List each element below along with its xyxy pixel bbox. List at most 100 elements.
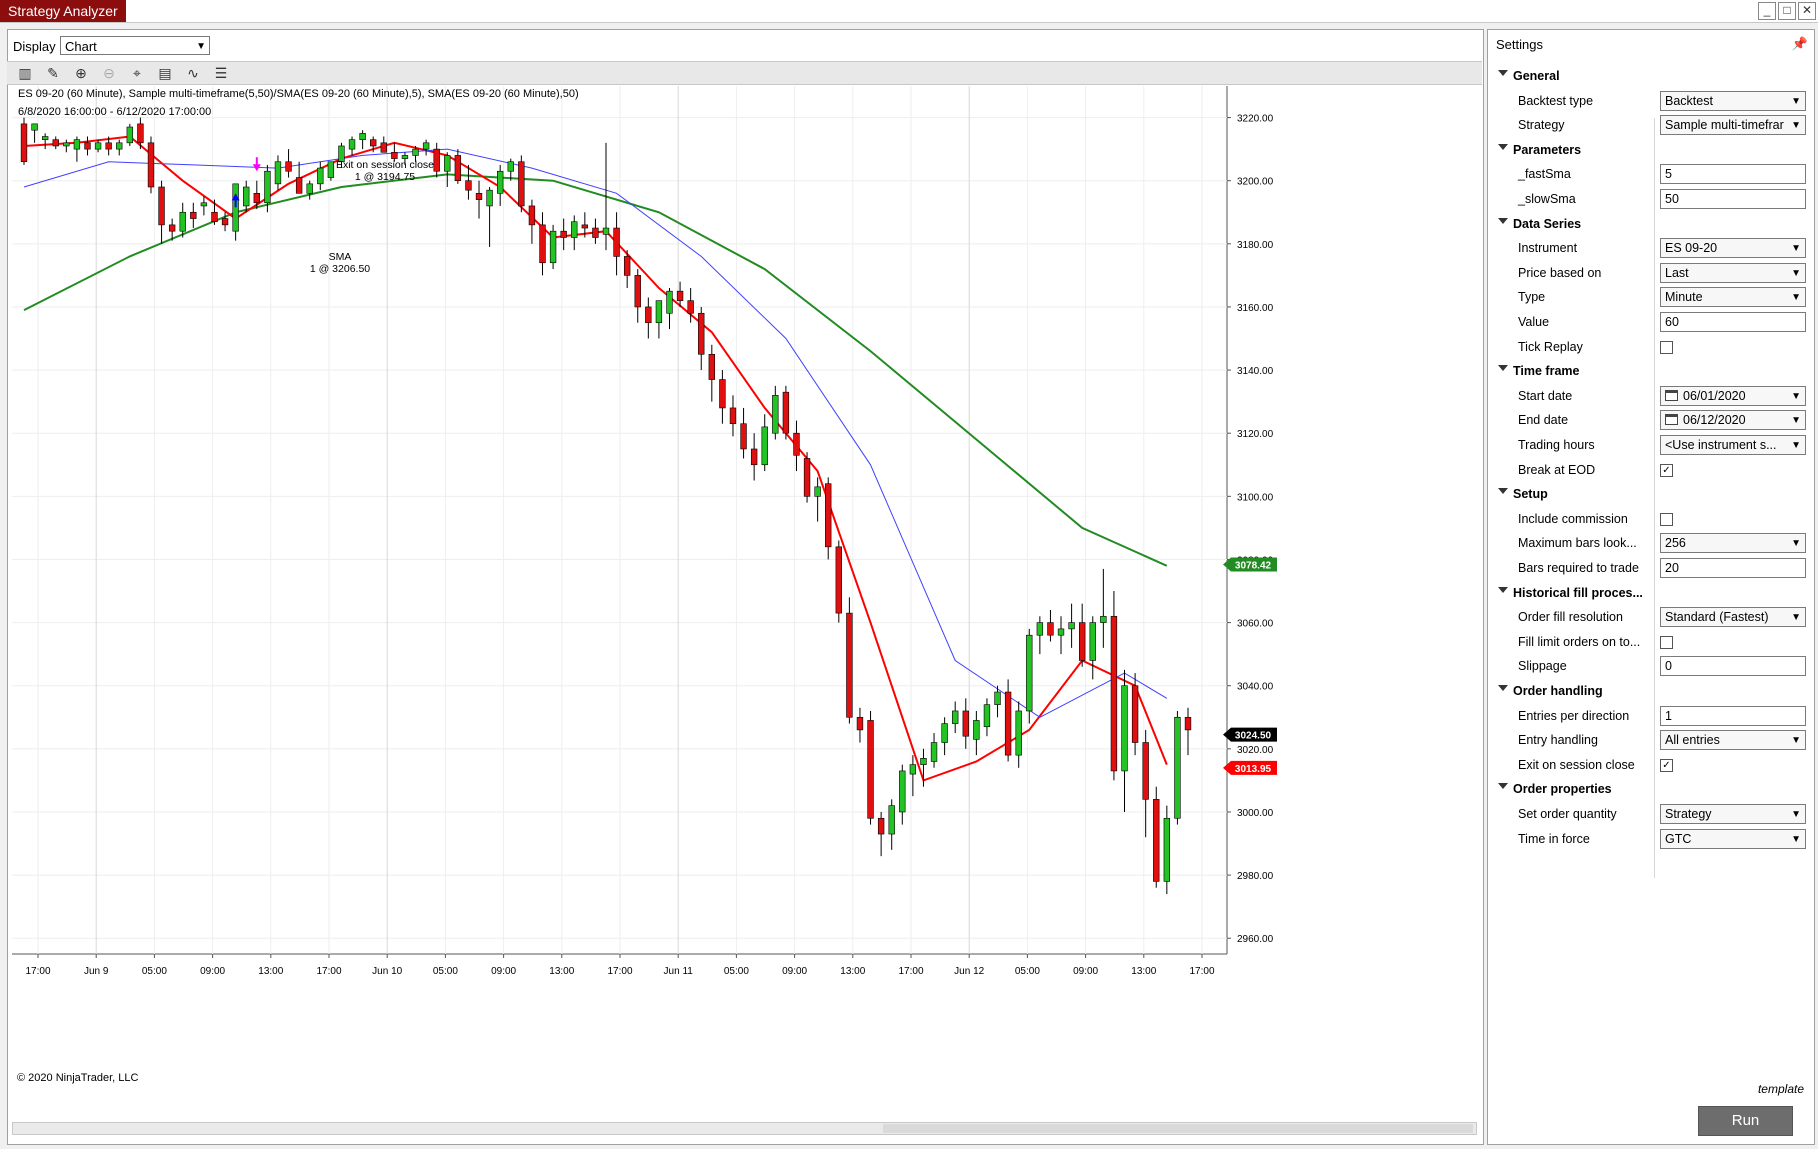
collapse-arrow-icon[interactable] bbox=[1498, 143, 1508, 150]
candle-body bbox=[994, 691, 1001, 705]
setting-dropdown[interactable]: GTC ▼ bbox=[1660, 828, 1806, 849]
setting-label: Entry handling bbox=[1518, 733, 1598, 748]
candle-body bbox=[835, 546, 842, 614]
setting-value: 5 bbox=[1665, 167, 1672, 182]
settings-category[interactable]: Data Series bbox=[1488, 212, 1814, 236]
setting-input[interactable]: 20 bbox=[1660, 558, 1806, 578]
setting-label: Maximum bars look... bbox=[1518, 536, 1637, 551]
setting-dropdown[interactable]: All entries ▼ bbox=[1660, 730, 1806, 751]
setting-checkbox[interactable] bbox=[1660, 340, 1673, 354]
setting-input[interactable]: 0 bbox=[1660, 656, 1806, 677]
setting-dropdown[interactable]: Backtest ▼ bbox=[1660, 90, 1806, 111]
candle-body bbox=[1078, 622, 1086, 661]
setting-label: Value bbox=[1518, 315, 1550, 329]
setting-dropdown[interactable]: Last ▼ bbox=[1660, 262, 1806, 283]
candle-body bbox=[465, 180, 472, 191]
crosshair-icon[interactable]: ⌖ bbox=[133, 65, 141, 81]
x-tick-label: 13:00 bbox=[1131, 966, 1156, 977]
settings-category[interactable]: Setup bbox=[1488, 482, 1814, 506]
setting-label: Trading hours bbox=[1518, 438, 1595, 452]
collapse-arrow-icon[interactable] bbox=[1498, 586, 1508, 593]
candle-body bbox=[655, 300, 663, 324]
candle-body bbox=[793, 432, 800, 456]
setting-value: Standard (Fastest) bbox=[1665, 610, 1769, 625]
entry-price: 1 @ 3206.50 bbox=[309, 263, 371, 275]
zoom-in-icon[interactable]: ⊕ bbox=[75, 65, 87, 81]
settings-row: Price based on Last ▼ bbox=[1488, 261, 1814, 285]
setting-input[interactable]: 50 bbox=[1660, 189, 1806, 209]
settings-category[interactable]: Order properties bbox=[1488, 777, 1814, 801]
candle-body bbox=[221, 218, 229, 226]
pin-icon[interactable]: 📌 bbox=[1791, 36, 1808, 51]
setting-checkbox[interactable] bbox=[1660, 512, 1673, 526]
indicators-icon[interactable]: ∿ bbox=[187, 65, 199, 81]
date-picker[interactable]: 06/01/2020 ▼ bbox=[1660, 385, 1806, 406]
setting-dropdown[interactable]: <Use instrument s... ▼ bbox=[1660, 435, 1806, 455]
setting-dropdown[interactable]: Standard (Fastest) ▼ bbox=[1660, 607, 1806, 628]
collapse-arrow-icon[interactable] bbox=[1498, 783, 1508, 790]
settings-category[interactable]: Parameters bbox=[1488, 138, 1814, 162]
candle-body bbox=[518, 161, 525, 207]
setting-value: Minute bbox=[1665, 290, 1703, 305]
zoom-out-icon[interactable]: ⊖ bbox=[103, 65, 115, 81]
setting-label: Include commission bbox=[1518, 511, 1628, 526]
setting-dropdown[interactable]: Sample multi-timefrar ▼ bbox=[1660, 115, 1806, 136]
candle-body bbox=[105, 142, 112, 150]
settings-category[interactable]: Historical fill proces... bbox=[1488, 581, 1814, 605]
setting-label: Instrument bbox=[1518, 241, 1578, 256]
candle-body bbox=[708, 353, 716, 380]
data-box-icon[interactable]: ▤ bbox=[158, 65, 172, 81]
setting-dropdown[interactable]: ES 09-20 ▼ bbox=[1660, 238, 1806, 259]
collapse-arrow-icon[interactable] bbox=[1498, 488, 1508, 495]
pencil-icon[interactable]: ✎ bbox=[47, 65, 59, 81]
setting-value: Last bbox=[1665, 265, 1689, 280]
properties-icon[interactable]: ☰ bbox=[214, 65, 228, 81]
template-link[interactable]: template bbox=[1757, 1082, 1804, 1096]
collapse-arrow-icon[interactable] bbox=[1498, 685, 1508, 691]
settings-row: Entries per direction 1 bbox=[1488, 704, 1814, 728]
close-button[interactable]: ✕ bbox=[1798, 2, 1816, 20]
display-select[interactable]: Chart ▼ bbox=[60, 36, 210, 55]
run-button[interactable]: Run bbox=[1698, 1106, 1793, 1136]
settings-category[interactable]: General bbox=[1488, 64, 1814, 88]
candle-body bbox=[1163, 817, 1171, 882]
setting-label: Fill limit orders on to... bbox=[1518, 634, 1641, 649]
calendar-icon bbox=[1665, 414, 1678, 426]
setting-input[interactable]: 60 bbox=[1660, 312, 1806, 332]
setting-checkbox[interactable]: ✓ bbox=[1660, 758, 1673, 772]
setting-input[interactable]: 1 bbox=[1660, 705, 1806, 726]
setting-dropdown[interactable]: 256 ▼ bbox=[1660, 533, 1806, 554]
price-chart[interactable]: 3220.00 3200.00 3180.00 3160.00 3140.00 3120.… bbox=[12, 86, 1477, 1140]
candle-body bbox=[444, 155, 451, 172]
setting-dropdown[interactable]: Minute ▼ bbox=[1660, 287, 1806, 308]
candle-body bbox=[602, 227, 610, 235]
scrollbar-thumb[interactable] bbox=[883, 1124, 1473, 1133]
candle-body bbox=[454, 155, 462, 181]
collapse-arrow-icon[interactable] bbox=[1498, 217, 1508, 224]
chevron-down-icon: ▼ bbox=[1791, 267, 1801, 279]
setting-value: GTC bbox=[1665, 831, 1692, 846]
settings-row: Type Minute ▼ bbox=[1488, 285, 1814, 309]
candle-body bbox=[20, 123, 28, 163]
x-tick-label: Jun 12 bbox=[954, 966, 984, 977]
collapse-arrow-icon[interactable] bbox=[1498, 70, 1508, 76]
bars-icon[interactable]: ▥ bbox=[18, 65, 32, 81]
minimize-button[interactable]: _ bbox=[1758, 2, 1776, 20]
chevron-down-icon: ▼ bbox=[1791, 390, 1801, 402]
candle-body bbox=[507, 161, 514, 172]
horizontal-scrollbar[interactable] bbox=[12, 1122, 1477, 1135]
settings-category[interactable]: Time frame bbox=[1488, 359, 1814, 383]
setting-checkbox[interactable] bbox=[1660, 635, 1673, 649]
collapse-arrow-icon[interactable] bbox=[1498, 365, 1508, 372]
setting-input[interactable]: 5 bbox=[1660, 164, 1806, 185]
candle-body bbox=[179, 211, 186, 232]
settings-category[interactable]: Order handling bbox=[1488, 679, 1814, 703]
setting-dropdown[interactable]: Strategy ▼ bbox=[1660, 804, 1806, 824]
maximize-button[interactable]: □ bbox=[1778, 2, 1796, 20]
candle-body bbox=[264, 170, 271, 204]
date-picker[interactable]: 06/12/2020 ▼ bbox=[1660, 410, 1806, 431]
candle-body bbox=[126, 126, 134, 144]
settings-row: Include commission bbox=[1488, 507, 1814, 531]
setting-label: Time in force bbox=[1518, 831, 1590, 846]
setting-checkbox[interactable]: ✓ bbox=[1660, 463, 1673, 477]
